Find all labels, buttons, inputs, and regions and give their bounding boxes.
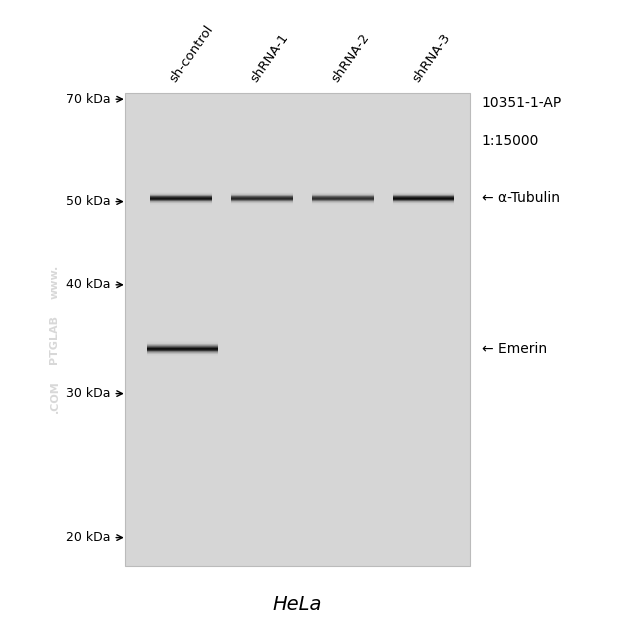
Text: .COM: .COM <box>49 380 60 413</box>
Text: ← α-Tubulin: ← α-Tubulin <box>482 191 560 205</box>
Bar <box>125 93 470 566</box>
Text: 70 kDa: 70 kDa <box>66 93 111 106</box>
Text: PTGLAB: PTGLAB <box>49 315 60 364</box>
Text: shRNA-3: shRNA-3 <box>410 31 452 85</box>
Text: shRNA-2: shRNA-2 <box>329 31 372 85</box>
Text: 1:15000: 1:15000 <box>482 134 540 148</box>
Text: sh-control: sh-control <box>167 23 216 85</box>
Text: HeLa: HeLa <box>273 595 323 614</box>
Text: 30 kDa: 30 kDa <box>66 387 111 400</box>
Text: ← Emerin: ← Emerin <box>482 342 547 356</box>
Text: 40 kDa: 40 kDa <box>66 278 111 291</box>
Text: 10351-1-AP: 10351-1-AP <box>482 96 562 110</box>
Text: 50 kDa: 50 kDa <box>66 195 111 208</box>
Text: shRNA-1: shRNA-1 <box>248 31 291 85</box>
Text: 20 kDa: 20 kDa <box>66 531 111 544</box>
Text: www.: www. <box>49 264 60 299</box>
